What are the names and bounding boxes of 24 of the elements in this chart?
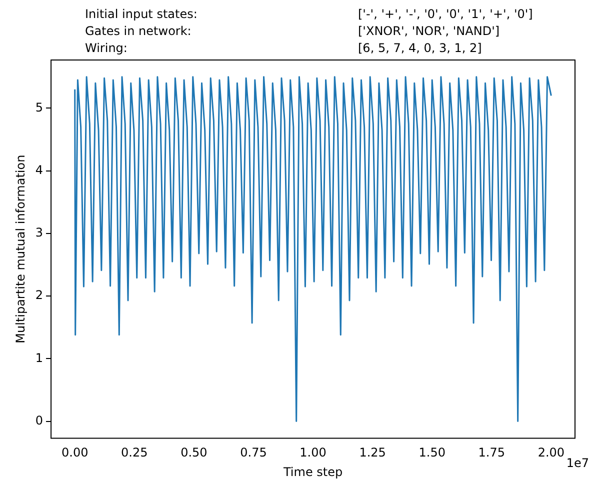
x-axis-title: Time step	[282, 464, 343, 479]
x-tick-label: 1.50	[418, 446, 446, 460]
text: [6, 5, 7, 4, 0, 3, 1, 2]	[358, 40, 482, 56]
y-axis-title: Multipartite mutual information	[13, 154, 28, 344]
y-tick-label: 3	[35, 226, 44, 240]
x-tick-label: 0.00	[61, 446, 88, 460]
text: Wiring:	[85, 40, 128, 56]
x-tick-label: 1.00	[300, 446, 326, 460]
x-tick-label: 1.75	[478, 446, 505, 460]
text: ['XNOR', 'NOR', 'NAND']	[358, 23, 500, 39]
x-tick-label: 0.75	[240, 446, 267, 460]
x-tick-label: 0.50	[180, 446, 208, 460]
x-tick-label: 2.00	[538, 446, 565, 460]
x-tick-label: 0.25	[121, 446, 148, 460]
x-tick-label: 1.25	[359, 446, 386, 460]
text: ['-', '+', '-', '0', '0', '1', '+', '0']	[358, 6, 533, 22]
text: Initial input states:	[85, 6, 198, 22]
y-tick-label: 2	[35, 288, 44, 302]
y-tick-label: 4	[35, 162, 44, 177]
y-tick-label: 0	[35, 413, 44, 428]
y-tick-label: 1	[35, 350, 44, 365]
text: Gates in network:	[85, 23, 192, 39]
y-tick-label: 5	[35, 100, 44, 114]
text: 1e7	[566, 456, 589, 470]
